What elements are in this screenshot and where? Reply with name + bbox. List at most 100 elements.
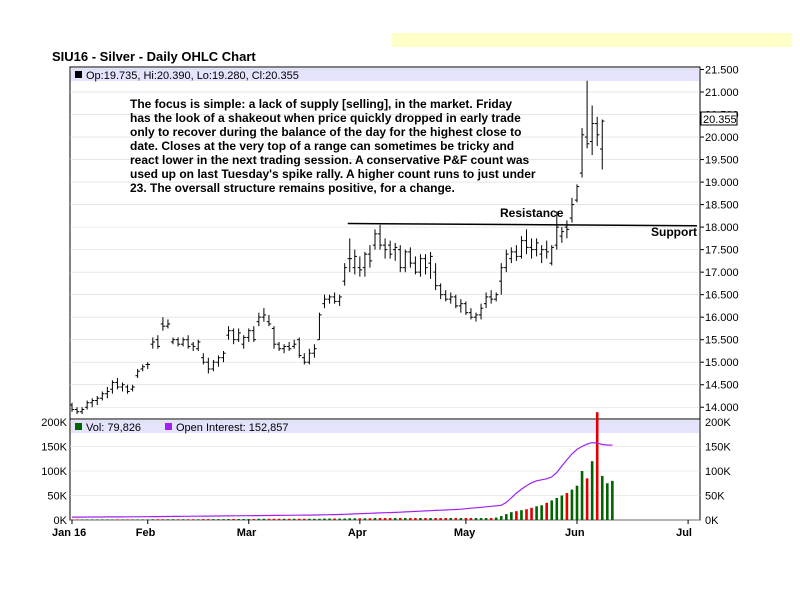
volume-bar — [333, 518, 336, 520]
ohlc-bar — [251, 326, 256, 342]
ohlc-bar — [130, 384, 135, 392]
volume-bar — [489, 518, 493, 520]
ohlc-bar — [352, 249, 357, 275]
volume-bar — [575, 485, 579, 520]
volume-bar — [520, 510, 523, 520]
volume-bar — [383, 518, 387, 520]
volume-bar — [600, 475, 604, 520]
ohlc-bar — [312, 344, 317, 358]
price-tick-label: 15.500 — [705, 335, 739, 347]
volume-bar — [303, 518, 306, 520]
ohlc-bar — [206, 357, 211, 374]
volume-bar — [252, 519, 256, 520]
volume-bar — [494, 517, 498, 520]
volume-bar — [85, 519, 89, 521]
volume-bar — [535, 506, 538, 520]
oi-legend-swatch — [165, 423, 172, 430]
x-tick-label: Jul — [676, 527, 692, 539]
volume-bar — [247, 519, 251, 520]
ohlc-bar — [509, 247, 514, 264]
volume-bar — [590, 461, 594, 520]
price-tick-label: 18.500 — [705, 200, 739, 212]
annotation-line-7: 23. The oversall structure remains posit… — [130, 181, 455, 195]
ohlc-bar — [327, 294, 332, 304]
volume-bar — [242, 519, 245, 520]
ohlc-bar — [256, 312, 262, 327]
annotation-line-2: has the look of a shakeout when price qu… — [130, 111, 521, 125]
volume-tick-label-right: 150K — [705, 442, 731, 454]
ohlc-bar — [175, 337, 181, 347]
ohlc-bar — [347, 238, 352, 273]
price-tick-label: 21.000 — [705, 87, 739, 99]
ohlc-bar — [332, 292, 337, 304]
ohlc-bar — [100, 391, 105, 401]
volume-bar — [585, 478, 589, 520]
volume-bar — [186, 519, 190, 520]
volume-bar — [606, 483, 609, 520]
ohlc-bar — [160, 317, 166, 331]
ohlc-bar — [140, 364, 145, 372]
last-price-box — [700, 111, 738, 126]
price-tick-label: 14.000 — [705, 402, 739, 414]
volume-bar — [555, 497, 559, 520]
open-interest-line — [72, 441, 613, 518]
volume-bar — [545, 502, 548, 520]
ohlc-bar — [478, 303, 484, 320]
ohlc-bar — [246, 328, 251, 342]
volume-bar — [328, 518, 331, 520]
ohlc-bar — [292, 339, 297, 349]
ohlc-bar — [357, 256, 363, 277]
price-tick-label: 16.000 — [705, 312, 739, 324]
volume-bars — [70, 412, 614, 521]
ohlc-bar — [226, 326, 231, 340]
ohlc-bar — [297, 337, 302, 358]
volume-bar — [277, 518, 281, 520]
volume-bar — [181, 519, 185, 520]
ohlc-bar — [423, 254, 428, 275]
volume-bar — [161, 519, 165, 520]
volume-bar — [191, 519, 195, 520]
volume-bar — [409, 518, 412, 520]
volume-bar — [207, 519, 210, 520]
ohlc-bar — [135, 368, 140, 378]
ohlc-bar — [105, 386, 110, 399]
ohlc-bar — [201, 353, 206, 365]
volume-bar — [90, 519, 94, 521]
ohlc-bar — [544, 240, 549, 259]
annotation-line-1: The focus is simple: a lack of supply [s… — [130, 97, 512, 111]
ohlc-bar — [468, 308, 474, 320]
ohlc-bar — [398, 245, 403, 273]
volume-bar — [70, 519, 74, 521]
ohlc-bar — [185, 335, 191, 349]
volume-bar — [121, 519, 124, 521]
ohlc-bar — [342, 263, 347, 286]
x-tick-label: Mar — [237, 527, 257, 539]
volume-bar — [217, 519, 220, 520]
volume-bar — [151, 519, 155, 520]
support-label: Support — [651, 225, 697, 239]
price-gridlines — [70, 69, 700, 408]
volume-bar — [176, 519, 180, 520]
volume-bar — [106, 519, 109, 521]
volume-bar — [297, 518, 301, 520]
volume-bar — [565, 493, 569, 520]
ohlc-bar — [448, 292, 453, 304]
ohlc-bar — [382, 238, 388, 259]
volume-bar — [313, 518, 316, 520]
volume-bar — [308, 518, 311, 520]
ohlc-bar — [443, 290, 448, 302]
price-tick-label: 20.000 — [705, 132, 739, 144]
ohlc-bar — [438, 283, 443, 300]
ohlc-bar — [191, 341, 196, 351]
ohlc-bar — [428, 251, 433, 279]
ohlc-bar — [196, 339, 201, 351]
ohlc-bar — [362, 251, 368, 277]
resistance-line — [347, 222, 698, 227]
volume-bar — [388, 518, 392, 520]
ohlc-bars — [69, 80, 605, 414]
volume-bar — [469, 518, 473, 520]
chart-title: SIU16 - Silver - Daily OHLC Chart — [52, 49, 256, 64]
ohlc-bar — [211, 359, 216, 372]
volume-bar — [171, 519, 175, 520]
volume-legend-bar — [71, 420, 699, 433]
